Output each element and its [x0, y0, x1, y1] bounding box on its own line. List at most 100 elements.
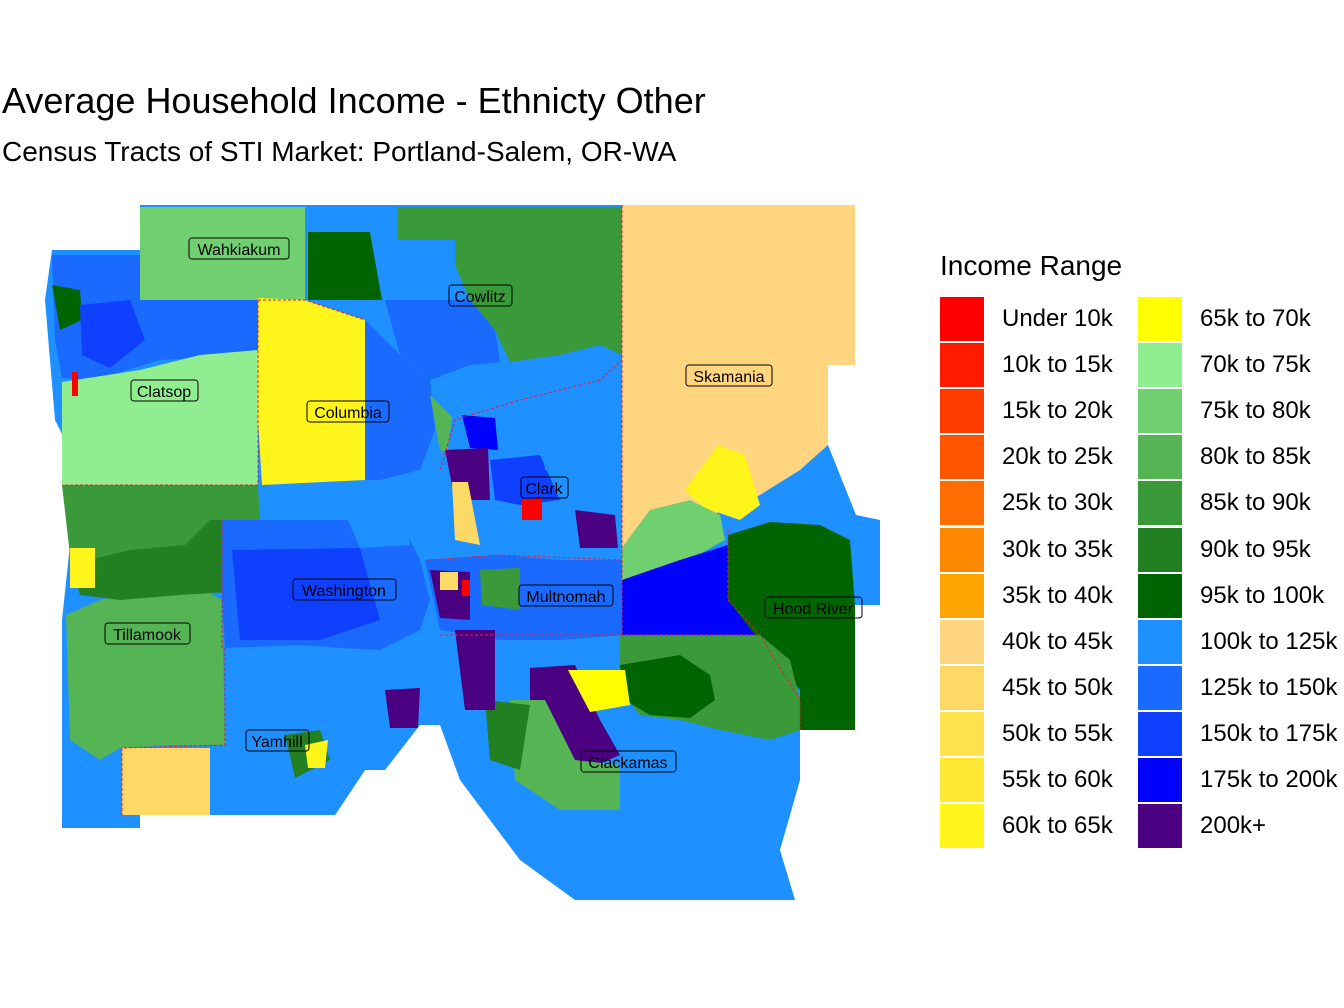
- county-borders: [62, 205, 801, 815]
- map-regions: [45, 205, 880, 900]
- legend-item: 40k to 45k: [940, 619, 1138, 665]
- legend-swatch: [1138, 297, 1182, 342]
- region-multnomah: [425, 555, 622, 640]
- svg-text:Clark: Clark: [525, 481, 563, 498]
- legend-item: 15k to 20k: [940, 388, 1138, 434]
- legend-item: 60k to 65k: [940, 803, 1138, 849]
- region-clackamas-green2: [510, 700, 620, 810]
- region-cowlitz-east: [455, 207, 622, 362]
- region-clark-blue1: [462, 415, 498, 450]
- svg-text:Columbia: Columbia: [314, 405, 382, 422]
- region-hood-river: [728, 522, 855, 730]
- region-skamania: [622, 205, 855, 548]
- svg-text:Skamania: Skamania: [693, 369, 764, 386]
- region-columbia: [258, 298, 365, 485]
- region-cowlitz-north: [398, 207, 455, 240]
- region-clatsop-red: [72, 372, 78, 396]
- map-title: Average Household Income - Ethnicty Othe…: [2, 80, 706, 121]
- svg-text:Cowlitz: Cowlitz: [454, 289, 506, 306]
- legend-label: 100k to 125k: [1200, 627, 1338, 655]
- region-clackamas-dkgreen: [620, 655, 715, 718]
- map-subtitle: Census Tracts of STI Market: Portland-Sa…: [2, 136, 677, 167]
- legend-label: 55k to 60k: [1002, 765, 1113, 793]
- county-label-clark: Clark: [520, 476, 569, 499]
- legend-swatch: [1138, 343, 1182, 388]
- legend-label: 95k to 100k: [1200, 581, 1325, 609]
- legend-item: 75k to 80k: [1138, 388, 1336, 434]
- legend-label: 50k to 55k: [1002, 719, 1113, 747]
- county-label-clackamas: Clackamas: [580, 750, 677, 773]
- legend-item: 95k to 100k: [1138, 573, 1336, 619]
- choropleth-map: Wahkiakum Cowlitz Skamania Clatsop Colum…: [45, 205, 880, 900]
- legend-label: 70k to 75k: [1200, 351, 1311, 379]
- legend-swatch: [1138, 573, 1182, 618]
- legend-label: 80k to 85k: [1200, 443, 1311, 471]
- legend-title: Income Range: [940, 250, 1123, 281]
- region-clark-purple2: [575, 510, 618, 548]
- legend-label: 15k to 20k: [1002, 397, 1113, 425]
- legend-swatch: [940, 435, 984, 480]
- legend-swatch: [940, 573, 984, 618]
- legend-label: 125k to 150k: [1200, 673, 1338, 701]
- legend-swatch: [940, 804, 984, 849]
- legend-item: 200k+: [1138, 803, 1336, 849]
- region-columbia-blue: [365, 320, 435, 480]
- svg-text:Multnomah: Multnomah: [526, 589, 605, 606]
- legend-label: 175k to 200k: [1200, 765, 1338, 793]
- legend-swatch: [940, 389, 984, 434]
- region-cowlitz-central: [385, 300, 500, 380]
- legend-label: 30k to 35k: [1002, 535, 1113, 563]
- region-clatsop-blue: [80, 300, 145, 368]
- svg-text:Hood River: Hood River: [773, 601, 854, 618]
- region-clark-light: [540, 420, 615, 480]
- county-label-washington: Washington: [292, 578, 397, 601]
- legend-item: 35k to 40k: [940, 573, 1138, 619]
- region-clark-mix: [490, 455, 560, 505]
- legend-item: 100k to 125k: [1138, 619, 1338, 665]
- legend-label: 150k to 175k: [1200, 719, 1338, 747]
- legend-item: 55k to 60k: [940, 757, 1138, 803]
- county-label-yamhill: Yamhill: [245, 729, 310, 752]
- legend-item: 125k to 150k: [1138, 665, 1338, 711]
- legend-item: Under 10k: [940, 296, 1138, 342]
- legend-swatch: [940, 757, 984, 802]
- legend-column-1: Under 10k 10k to 15k 15k to 20k 20k to 25k 2…: [940, 296, 1138, 849]
- region-yamhill-south: [122, 748, 210, 815]
- legend-swatch: [940, 711, 984, 756]
- legend-label: 25k to 30k: [1002, 489, 1113, 517]
- region-wahkiakum: [140, 207, 305, 300]
- region-skamania-yellow: [685, 445, 760, 520]
- legend-swatch: [940, 619, 984, 664]
- legend-swatch: [940, 481, 984, 526]
- svg-text:Tillamook: Tillamook: [113, 627, 182, 644]
- region-tillamook-yellow: [70, 548, 95, 588]
- region-skamania-green: [622, 500, 725, 580]
- legend-label: 200k+: [1200, 812, 1267, 840]
- legend-label: 65k to 70k: [1200, 305, 1311, 333]
- legend-swatch: [940, 343, 984, 388]
- region-hood-blue: [622, 545, 755, 635]
- region-clackamas-yellow: [568, 670, 630, 712]
- legend-swatch: [940, 665, 984, 710]
- county-label-columbia: Columbia: [306, 400, 390, 423]
- legend-swatch: [1138, 389, 1182, 434]
- legend-item: 10k to 15k: [940, 342, 1138, 388]
- legend: Income Range Under 10k 10k to 15k 15k to 2…: [940, 250, 1338, 849]
- legend-swatch: [1138, 481, 1182, 526]
- county-label-multnomah: Multnomah: [518, 584, 614, 607]
- legend-swatch: [1138, 665, 1182, 710]
- legend-item: 65k to 70k: [1138, 296, 1336, 342]
- legend-item: 150k to 175k: [1138, 711, 1338, 757]
- region-tillamook-green: [62, 485, 260, 560]
- legend-swatch: [1138, 757, 1182, 802]
- legend-label: 90k to 95k: [1200, 535, 1311, 563]
- legend-item: 25k to 30k: [940, 480, 1138, 526]
- region-yamhill-yellow: [305, 740, 328, 768]
- legend-swatch: [1138, 711, 1182, 756]
- region-clark-yellow: [452, 482, 480, 545]
- region-hood-river-east: [850, 520, 880, 605]
- legend-item: 85k to 90k: [1138, 480, 1336, 526]
- region-clatsop: [62, 350, 258, 485]
- region-cowlitz-nw: [308, 232, 382, 300]
- legend-label: 75k to 80k: [1200, 397, 1311, 425]
